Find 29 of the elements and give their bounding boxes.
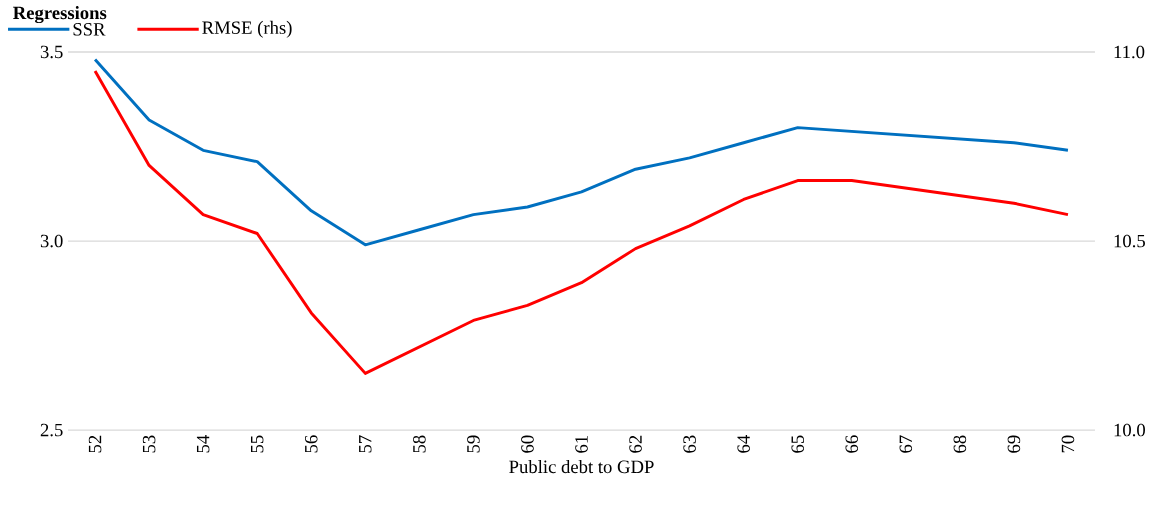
x-tick-label: 60 <box>521 435 534 453</box>
x-tick-label: 55 <box>250 435 264 453</box>
y-tick-label: 3.0 <box>40 234 63 248</box>
x-tick-label: 63 <box>683 435 696 453</box>
legend-label: SSR <box>73 23 106 36</box>
x-tick-label: 69 <box>1007 435 1021 453</box>
x-tick-label: 54 <box>196 435 210 453</box>
y2-tick-label: 10.5 <box>1114 234 1145 248</box>
x-tick-label: 53 <box>142 435 156 453</box>
x-tick-label: 67 <box>899 435 913 453</box>
legend-label: RMSE (rhs) <box>202 20 292 38</box>
x-tick-label: 59 <box>467 435 480 453</box>
x-tick-label: 70 <box>1061 435 1075 453</box>
x-tick-label: 68 <box>953 435 967 453</box>
x-tick-label: 57 <box>359 435 372 453</box>
x-tick-label: 52 <box>88 435 102 453</box>
y-tick-label: 2.5 <box>40 423 63 437</box>
x-tick-label: 65 <box>791 435 804 453</box>
x-tick-label: 66 <box>845 435 859 453</box>
x-axis-title: Public debt to GDP <box>509 460 654 474</box>
y2-tick-label: 11.0 <box>1114 45 1145 59</box>
x-tick-label: 62 <box>629 435 642 453</box>
chart-title: Regressions <box>13 6 107 24</box>
x-tick-label: 64 <box>737 435 750 453</box>
x-tick-label: 56 <box>304 435 318 453</box>
x-tick-label: 61 <box>575 436 588 453</box>
x-tick-label: 58 <box>413 435 426 453</box>
y2-tick-label: 10.0 <box>1114 423 1145 437</box>
y-tick-label: 3.5 <box>40 45 63 59</box>
